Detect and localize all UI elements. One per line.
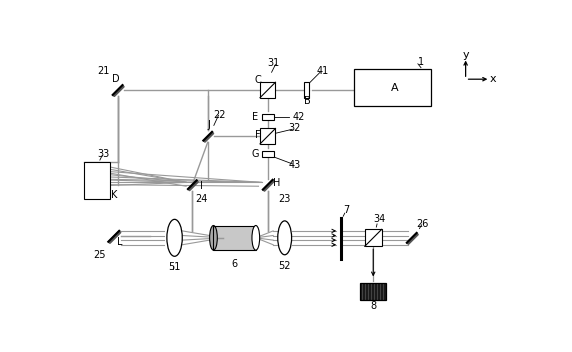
- Polygon shape: [108, 231, 121, 243]
- Text: B: B: [304, 96, 311, 106]
- Text: y: y: [462, 50, 469, 59]
- Polygon shape: [407, 233, 418, 244]
- Text: 51: 51: [168, 262, 181, 272]
- Polygon shape: [263, 180, 274, 191]
- Bar: [365, 230, 382, 246]
- Text: F: F: [255, 130, 260, 140]
- Text: D: D: [112, 74, 120, 84]
- Text: E: E: [252, 112, 259, 122]
- Text: C: C: [255, 75, 261, 85]
- Polygon shape: [113, 85, 124, 96]
- Bar: [260, 128, 276, 144]
- Text: K: K: [112, 190, 118, 201]
- Text: 33: 33: [97, 149, 109, 159]
- Text: x: x: [490, 74, 496, 84]
- Bar: [261, 151, 274, 157]
- Text: 25: 25: [94, 250, 106, 260]
- Text: 32: 32: [288, 124, 301, 133]
- Text: H: H: [273, 178, 281, 188]
- Text: 24: 24: [195, 194, 208, 203]
- Text: 7: 7: [343, 205, 349, 215]
- Text: 23: 23: [279, 194, 291, 203]
- Bar: [360, 283, 386, 300]
- Polygon shape: [188, 180, 198, 191]
- Bar: [261, 114, 274, 120]
- Text: 1: 1: [418, 57, 424, 67]
- Text: 52: 52: [279, 260, 291, 271]
- Text: 26: 26: [416, 219, 428, 229]
- Text: 31: 31: [268, 58, 280, 68]
- Ellipse shape: [167, 219, 182, 256]
- Text: J: J: [208, 120, 210, 130]
- Text: 42: 42: [292, 112, 305, 122]
- Bar: [260, 82, 276, 98]
- Text: 41: 41: [317, 66, 329, 76]
- Bar: [213, 226, 256, 250]
- Ellipse shape: [278, 221, 292, 255]
- Text: 6: 6: [232, 259, 238, 269]
- Text: I: I: [200, 181, 203, 191]
- Ellipse shape: [252, 226, 260, 250]
- Text: A: A: [391, 83, 399, 93]
- Text: G: G: [251, 149, 259, 159]
- Bar: [213, 226, 256, 250]
- Text: 34: 34: [374, 214, 386, 224]
- Ellipse shape: [209, 226, 217, 250]
- Text: 21: 21: [98, 67, 110, 76]
- Polygon shape: [203, 132, 214, 142]
- Text: 8: 8: [370, 301, 376, 312]
- Text: 22: 22: [213, 109, 225, 120]
- Bar: [84, 162, 110, 199]
- Bar: [354, 69, 431, 106]
- Text: 43: 43: [288, 161, 301, 170]
- Text: L: L: [117, 238, 122, 247]
- Bar: [304, 82, 308, 98]
